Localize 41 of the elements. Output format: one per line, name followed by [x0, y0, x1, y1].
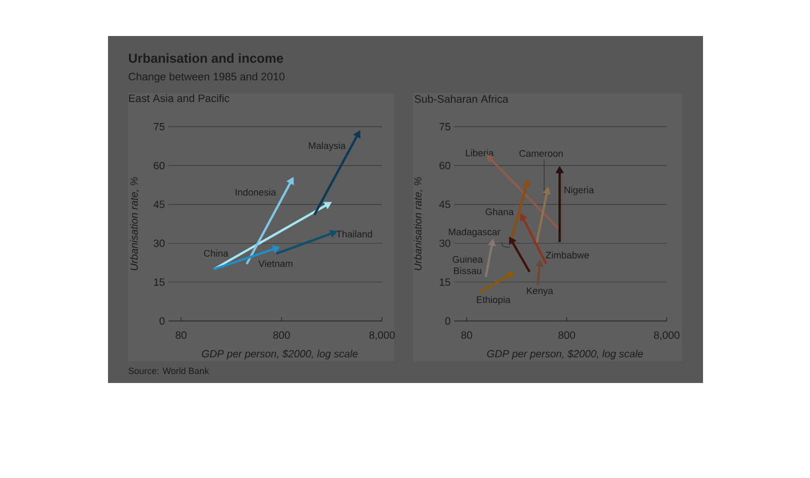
y-tick-label: 30 — [439, 240, 450, 248]
text: Cameroon — [519, 150, 563, 157]
x-tick-label: 80 — [461, 331, 472, 339]
series-label: Vietnam — [258, 260, 292, 267]
series-label: Malaysia — [308, 142, 346, 151]
y-axis-title: Urbanisation rate, % — [414, 177, 423, 270]
source-note: Source: World Bank — [128, 367, 209, 374]
y-tick-label: 45 — [154, 200, 165, 208]
x-tick-label: 800 — [558, 331, 576, 339]
y-tick-label: 30 — [154, 240, 165, 248]
y-tick-label: 15 — [440, 278, 450, 286]
chart-title: Sub-Saharan Africa — [414, 94, 508, 103]
series-label: Guinea Bissau — [452, 256, 483, 274]
x-axis-title: GDP per person, $2000, log scale — [202, 350, 358, 360]
y-tick-label: 75 — [154, 123, 165, 130]
series-label: Liberia — [466, 149, 494, 156]
series-label: Madagascar — [448, 228, 500, 238]
y-tick-label: 75 — [440, 123, 450, 130]
y-tick-label: 0 — [160, 317, 165, 325]
y-tick-label: 60 — [440, 162, 450, 170]
series-label: Zimbabwe — [546, 252, 589, 258]
y-axis-title: Urbanisation rate, % — [130, 177, 139, 270]
x-axis-title: GDP per person, $2000, log scale — [487, 350, 643, 360]
x-tick-label: 8,000 — [369, 331, 395, 340]
series-label: Ghana — [486, 208, 514, 216]
x-tick-label: 800 — [273, 331, 290, 339]
y-tick-label: 15 — [154, 278, 165, 286]
y-tick-label: 0 — [445, 317, 450, 325]
x-tick-label: 80 — [176, 331, 186, 339]
x-tick-label: 8,000 — [654, 331, 680, 340]
y-tick-label: 45 — [439, 200, 450, 208]
series-label: Ethiopia — [476, 296, 510, 305]
series-label: Thailand — [336, 230, 372, 238]
series-label: Indonesia — [236, 188, 276, 196]
y-tick-label: 60 — [154, 162, 165, 170]
chart-title: Urbanisation and income — [128, 53, 284, 63]
text: East Asia and Pacific — [129, 94, 230, 102]
series-label: Kenya — [526, 287, 554, 296]
series-label: Nigeria — [564, 186, 594, 196]
chart-subtitle: Change between 1985 and 2010 — [128, 72, 284, 83]
series-label: China — [204, 250, 228, 257]
